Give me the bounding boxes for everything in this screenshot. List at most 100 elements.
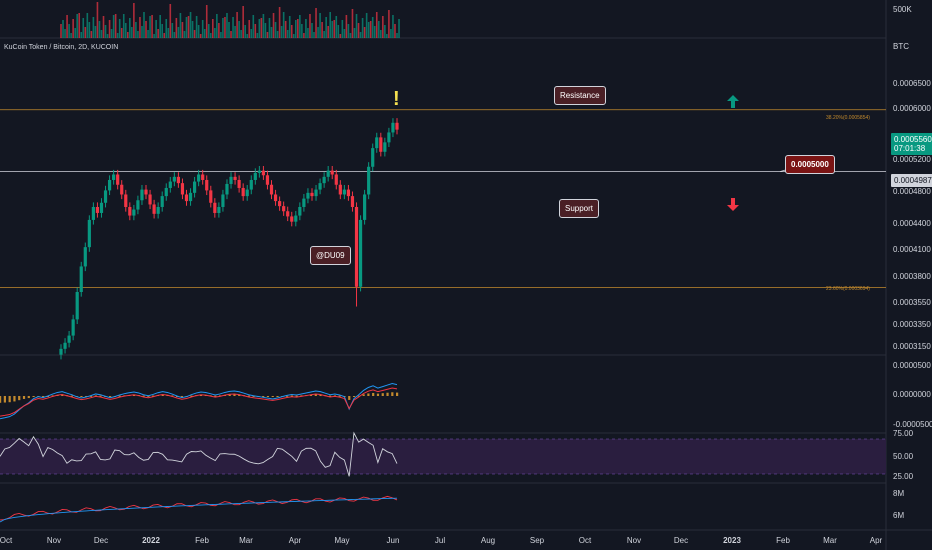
signal-line xyxy=(0,387,398,417)
price-tick-label: 0.0003350 xyxy=(893,320,931,329)
macd-histogram-bar xyxy=(276,396,279,397)
volume-bar xyxy=(396,33,398,38)
volume-bar xyxy=(280,26,283,38)
volume-axis-label: 500K xyxy=(893,5,912,14)
volume-bar xyxy=(386,34,388,38)
volume-bar xyxy=(343,29,346,38)
volume-bar xyxy=(96,2,99,38)
volume-bar xyxy=(203,29,206,38)
volume-bar xyxy=(375,12,378,38)
candle-body xyxy=(278,201,282,207)
volume-bar xyxy=(145,21,147,38)
volume-bar xyxy=(252,15,255,38)
volume-bar xyxy=(286,30,289,38)
volume-bar xyxy=(124,23,127,38)
candle-body xyxy=(148,194,152,205)
volume-bar xyxy=(189,12,192,38)
volume-bar xyxy=(373,26,376,38)
candle-body xyxy=(124,194,128,207)
volume-bar xyxy=(355,14,358,38)
candle-body xyxy=(261,170,266,176)
volume-bar xyxy=(315,8,317,38)
candle-body xyxy=(201,174,205,180)
candle-body xyxy=(269,184,274,195)
volume-bar xyxy=(94,26,97,38)
candle-body xyxy=(136,200,140,210)
candle-body xyxy=(103,190,108,203)
candle-body xyxy=(334,174,338,185)
volume-bar xyxy=(62,20,64,38)
volume-bar xyxy=(327,26,329,38)
volume-bar xyxy=(129,18,131,38)
candle-body xyxy=(371,148,375,167)
macd-line xyxy=(0,383,398,420)
macd-histogram-bar xyxy=(132,394,136,396)
volume-bar xyxy=(365,13,368,38)
volume-bar xyxy=(264,23,267,38)
candle-body xyxy=(217,206,221,213)
volume-bar xyxy=(143,12,145,38)
candle-body xyxy=(253,172,257,180)
macd-histogram-bar xyxy=(290,395,293,397)
candle-body xyxy=(213,202,217,213)
volume-bar xyxy=(382,16,384,38)
macd-histogram-bar xyxy=(319,394,322,396)
candle-body xyxy=(298,206,302,216)
symbol-title[interactable]: KuCoin Token / Bitcoin, 2D, KUCOIN xyxy=(4,44,119,51)
price-tick-label: 0.0004800 xyxy=(893,187,931,196)
macd-histogram-bar xyxy=(238,394,241,396)
volume-bar xyxy=(278,7,281,38)
volume-bar xyxy=(90,31,93,38)
macd-histogram-bar xyxy=(80,396,83,397)
time-tick-label: Jun xyxy=(386,536,400,545)
resistance-callout[interactable]: Resistance xyxy=(554,86,606,105)
candle-body xyxy=(221,194,225,207)
volume-bar xyxy=(321,22,323,38)
volume-bar xyxy=(341,20,344,38)
volume-bar xyxy=(131,27,133,38)
candle-body xyxy=(302,198,306,207)
macd-histogram-bar xyxy=(376,393,380,396)
macd-histogram-bar xyxy=(329,395,332,397)
volume-bar xyxy=(137,31,139,38)
macd-histogram-bar xyxy=(247,395,250,397)
candle-body xyxy=(197,174,201,182)
volume-bar xyxy=(392,15,394,38)
volume-bar xyxy=(64,29,66,38)
candle-body xyxy=(87,219,91,248)
volume-bar xyxy=(76,14,78,38)
volume-bar xyxy=(240,30,242,38)
volume-bar xyxy=(398,19,400,38)
candle-body xyxy=(91,206,95,220)
volume-bar xyxy=(100,30,103,38)
candle-body xyxy=(128,206,132,216)
volume-bar xyxy=(303,33,305,38)
volume-bar xyxy=(256,33,259,38)
rsi-tick-label: 50.00 xyxy=(893,452,914,461)
volume-bar xyxy=(323,31,325,38)
volume-bar xyxy=(165,19,168,38)
candle-body xyxy=(71,319,75,336)
candle-body xyxy=(205,179,209,191)
macd-histogram-bar xyxy=(147,395,150,397)
candle-body xyxy=(164,187,168,197)
author-callout[interactable]: @DU09 xyxy=(310,246,351,265)
volume-bar xyxy=(68,24,70,38)
macd-histogram-bar xyxy=(266,396,270,397)
volume-bar xyxy=(268,18,271,38)
volume-bar xyxy=(262,14,265,38)
volume-bar xyxy=(207,24,210,38)
volume-bar xyxy=(353,28,356,38)
price-callout[interactable]: 0.0005000 xyxy=(785,155,835,174)
volume-bar xyxy=(183,31,186,38)
macd-histogram-bar xyxy=(271,396,274,397)
candle-body xyxy=(184,194,189,202)
support-callout[interactable]: Support xyxy=(559,199,600,218)
candle-body xyxy=(112,174,116,180)
time-tick-label: Oct xyxy=(0,536,13,545)
candle-body xyxy=(59,348,63,355)
price-tick-label: 0.0003800 xyxy=(893,272,931,281)
macd-histogram-bar xyxy=(386,392,389,396)
volume-bar xyxy=(197,25,200,38)
